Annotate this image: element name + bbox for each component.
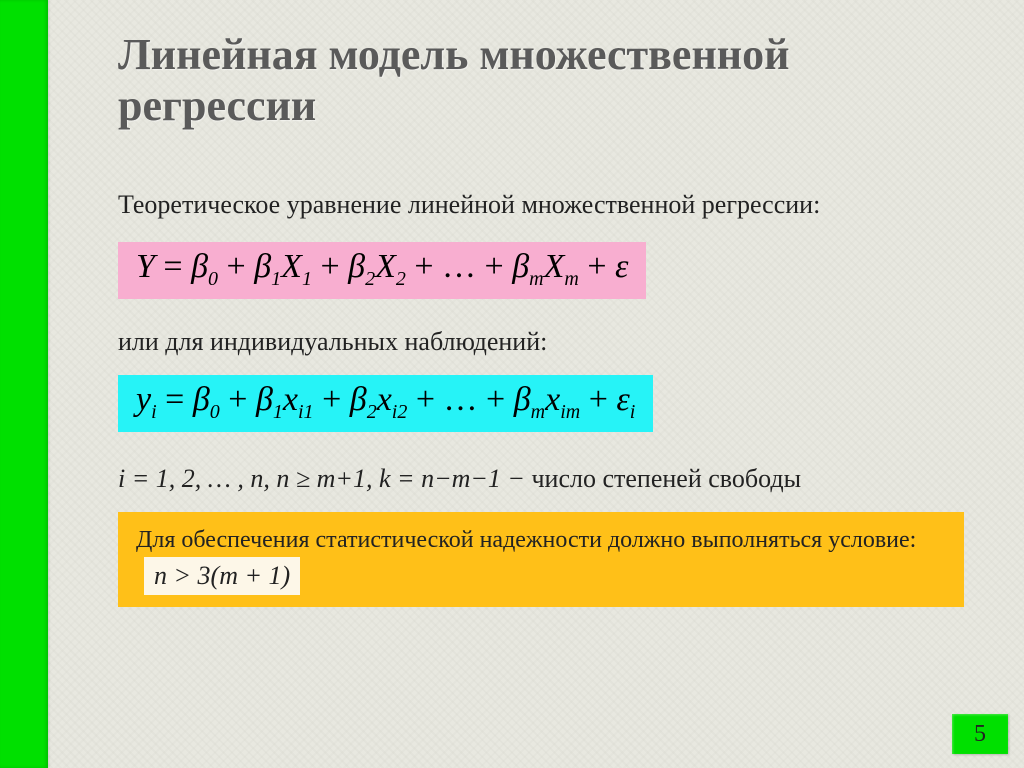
slide-content: Линейная модель множественной регрессии … [48,0,1024,768]
reliability-condition-box: Для обеспечения статистической надежност… [118,512,964,606]
between-text: или для индивидуальных наблюдений: [118,327,964,357]
condition-text: Для обеспечения статистической надежност… [136,527,916,553]
degrees-of-freedom-line: i = 1, 2, … , n, n ≥ m+1, k = n−m−1 − чи… [118,464,964,494]
slide-title: Линейная модель множественной регрессии [118,30,964,131]
equation-individual: yi = β0 + β1xi1 + β2xi2 + … + βmxim + εi [118,375,653,432]
accent-sidebar [0,0,48,768]
dof-prefix: i = 1, 2, … , n, n ≥ m+1, k = n−m−1 − [118,464,525,493]
intro-text: Теоретическое уравнение линейной множест… [118,187,964,222]
page-number: 5 [952,714,1008,754]
condition-formula: n > 3(m + 1) [144,557,300,595]
equation-general: Y = β0 + β1X1 + β2X2 + … + βmXm + ε [118,242,646,299]
dof-suffix: число степеней свободы [531,464,801,493]
